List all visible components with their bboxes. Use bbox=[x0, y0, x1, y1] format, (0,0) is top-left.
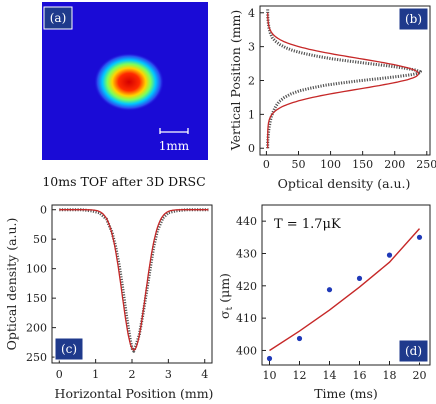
badge-d-label: (d) bbox=[405, 344, 422, 358]
panel-d-y-tick-label: 400 bbox=[236, 344, 257, 357]
panel-b-x-ticks: 0 50 100 150 200 250 bbox=[263, 151, 436, 171]
panel-c-y-tick-label: 200 bbox=[26, 322, 47, 335]
panel-c: 0 50 100 150 200 250 0 1 2 3 4 (c) Horizontal Pos… bbox=[4, 204, 213, 401]
panel-d-data-point bbox=[326, 287, 333, 293]
scale-bar-label: 1mm bbox=[159, 139, 190, 153]
panel-b-y-tick-label: 3 bbox=[248, 41, 255, 54]
panel-d-frame bbox=[261, 204, 431, 366]
panel-d-y-label: σt (μm) bbox=[217, 273, 235, 319]
panel-b-y-label: Vertical Position (mm) bbox=[228, 10, 243, 152]
panel-d-data-point bbox=[266, 355, 273, 362]
panel-d-y-tick-label: 440 bbox=[236, 215, 257, 228]
panel-d-x-tick-label: 18 bbox=[383, 369, 397, 382]
panel-b-y-tick-label: 1 bbox=[248, 108, 255, 121]
panel-d-x-tick-label: 16 bbox=[353, 369, 367, 382]
panel-c-y-ticks: 0 50 100 150 200 250 bbox=[26, 204, 56, 364]
panel-d-x-tick-label: 12 bbox=[293, 369, 307, 382]
panel-c-plot bbox=[59, 208, 209, 353]
panel-d-x-ticks: 10 12 14 16 18 20 bbox=[263, 361, 427, 382]
panel-d-data-point bbox=[356, 275, 363, 281]
panel-c-x-tick-label: 0 bbox=[56, 368, 63, 381]
badge-b-label: (b) bbox=[405, 12, 422, 26]
panel-c-fit-line bbox=[59, 209, 209, 351]
badge-d: (d) bbox=[398, 339, 429, 363]
panel-b-y-tick-label: 0 bbox=[248, 142, 255, 155]
scale-bar: 1mm bbox=[159, 128, 190, 153]
panel-b-data-points bbox=[266, 9, 422, 149]
panel-b-y-ticks: 0 1 2 3 4 bbox=[248, 7, 264, 155]
panel-d-plot bbox=[266, 228, 423, 362]
panel-c-x-tick-label: 3 bbox=[165, 368, 172, 381]
panel-d-y-tick-label: 430 bbox=[236, 247, 257, 260]
panel-d-x-tick-label: 10 bbox=[263, 369, 277, 382]
badge-c: (c) bbox=[54, 337, 84, 361]
panel-d-y-tick-label: 410 bbox=[236, 312, 257, 325]
panel-d-data-point bbox=[416, 234, 423, 240]
panel-c-y-tick-label: 250 bbox=[26, 351, 47, 364]
panel-b-x-tick-label: 100 bbox=[320, 158, 341, 171]
atom-cloud bbox=[94, 53, 164, 111]
panel-d-y-ticks: 400 410 420 430 440 bbox=[236, 215, 266, 357]
panel-b-fit-line bbox=[267, 12, 420, 149]
panel-c-x-tick-label: 1 bbox=[92, 368, 99, 381]
panel-c-x-tick-label: 4 bbox=[201, 368, 208, 381]
panel-d-data-point bbox=[386, 252, 393, 258]
panel-c-y-label: Optical density (a.u.) bbox=[4, 218, 19, 351]
panel-d-x-label: Time (ms) bbox=[314, 386, 378, 401]
panel-d-y-tick-label: 420 bbox=[236, 280, 257, 293]
panel-b-x-tick-label: 150 bbox=[352, 158, 373, 171]
panel-d-annotation: T = 1.7μK bbox=[274, 217, 341, 232]
panel-b-x-tick-label: 250 bbox=[416, 158, 436, 171]
panel-c-y-tick-label: 50 bbox=[33, 233, 47, 246]
panel-b-y-tick-label: 4 bbox=[248, 7, 255, 20]
panel-b-x-label: Optical density (a.u.) bbox=[278, 176, 411, 191]
badge-b: (b) bbox=[398, 7, 429, 31]
panel-b-y-tick-label: 2 bbox=[248, 75, 255, 88]
panel-a-caption: 10ms TOF after 3D DRSC bbox=[42, 174, 205, 189]
panel-b-x-tick-label: 200 bbox=[384, 158, 405, 171]
panel-d-data-point bbox=[296, 335, 303, 342]
panel-d-x-tick-label: 14 bbox=[323, 369, 337, 382]
panel-c-y-tick-label: 150 bbox=[26, 292, 47, 305]
panel-c-y-tick-label: 100 bbox=[26, 263, 47, 276]
panel-b-plot bbox=[266, 9, 422, 149]
panel-b: 0 1 2 3 4 0 50 100 150 200 250 (b) Optical densit… bbox=[228, 5, 436, 191]
panel-b-x-tick-label: 50 bbox=[291, 158, 305, 171]
panel-c-x-label: Horizontal Position (mm) bbox=[55, 386, 214, 401]
panel-c-y-tick-label: 0 bbox=[40, 204, 47, 217]
panel-a: (a) 1mm 10ms TOF after 3D DRSC bbox=[42, 2, 208, 189]
badge-c-label: (c) bbox=[61, 342, 77, 356]
badge-a: (a) bbox=[43, 6, 73, 30]
panel-c-x-ticks: 0 1 2 3 4 bbox=[56, 359, 208, 381]
panel-b-x-tick-label: 0 bbox=[263, 158, 270, 171]
badge-a-label: (a) bbox=[50, 11, 67, 25]
panel-c-x-tick-label: 2 bbox=[129, 368, 136, 381]
panel-d: 400 410 420 430 440 10 12 14 16 18 20 T = 1.7μK (… bbox=[217, 204, 431, 401]
panel-d-x-tick-label: 20 bbox=[413, 369, 427, 382]
panel-d-fit-line bbox=[269, 228, 421, 352]
panel-c-data-points bbox=[59, 208, 209, 353]
